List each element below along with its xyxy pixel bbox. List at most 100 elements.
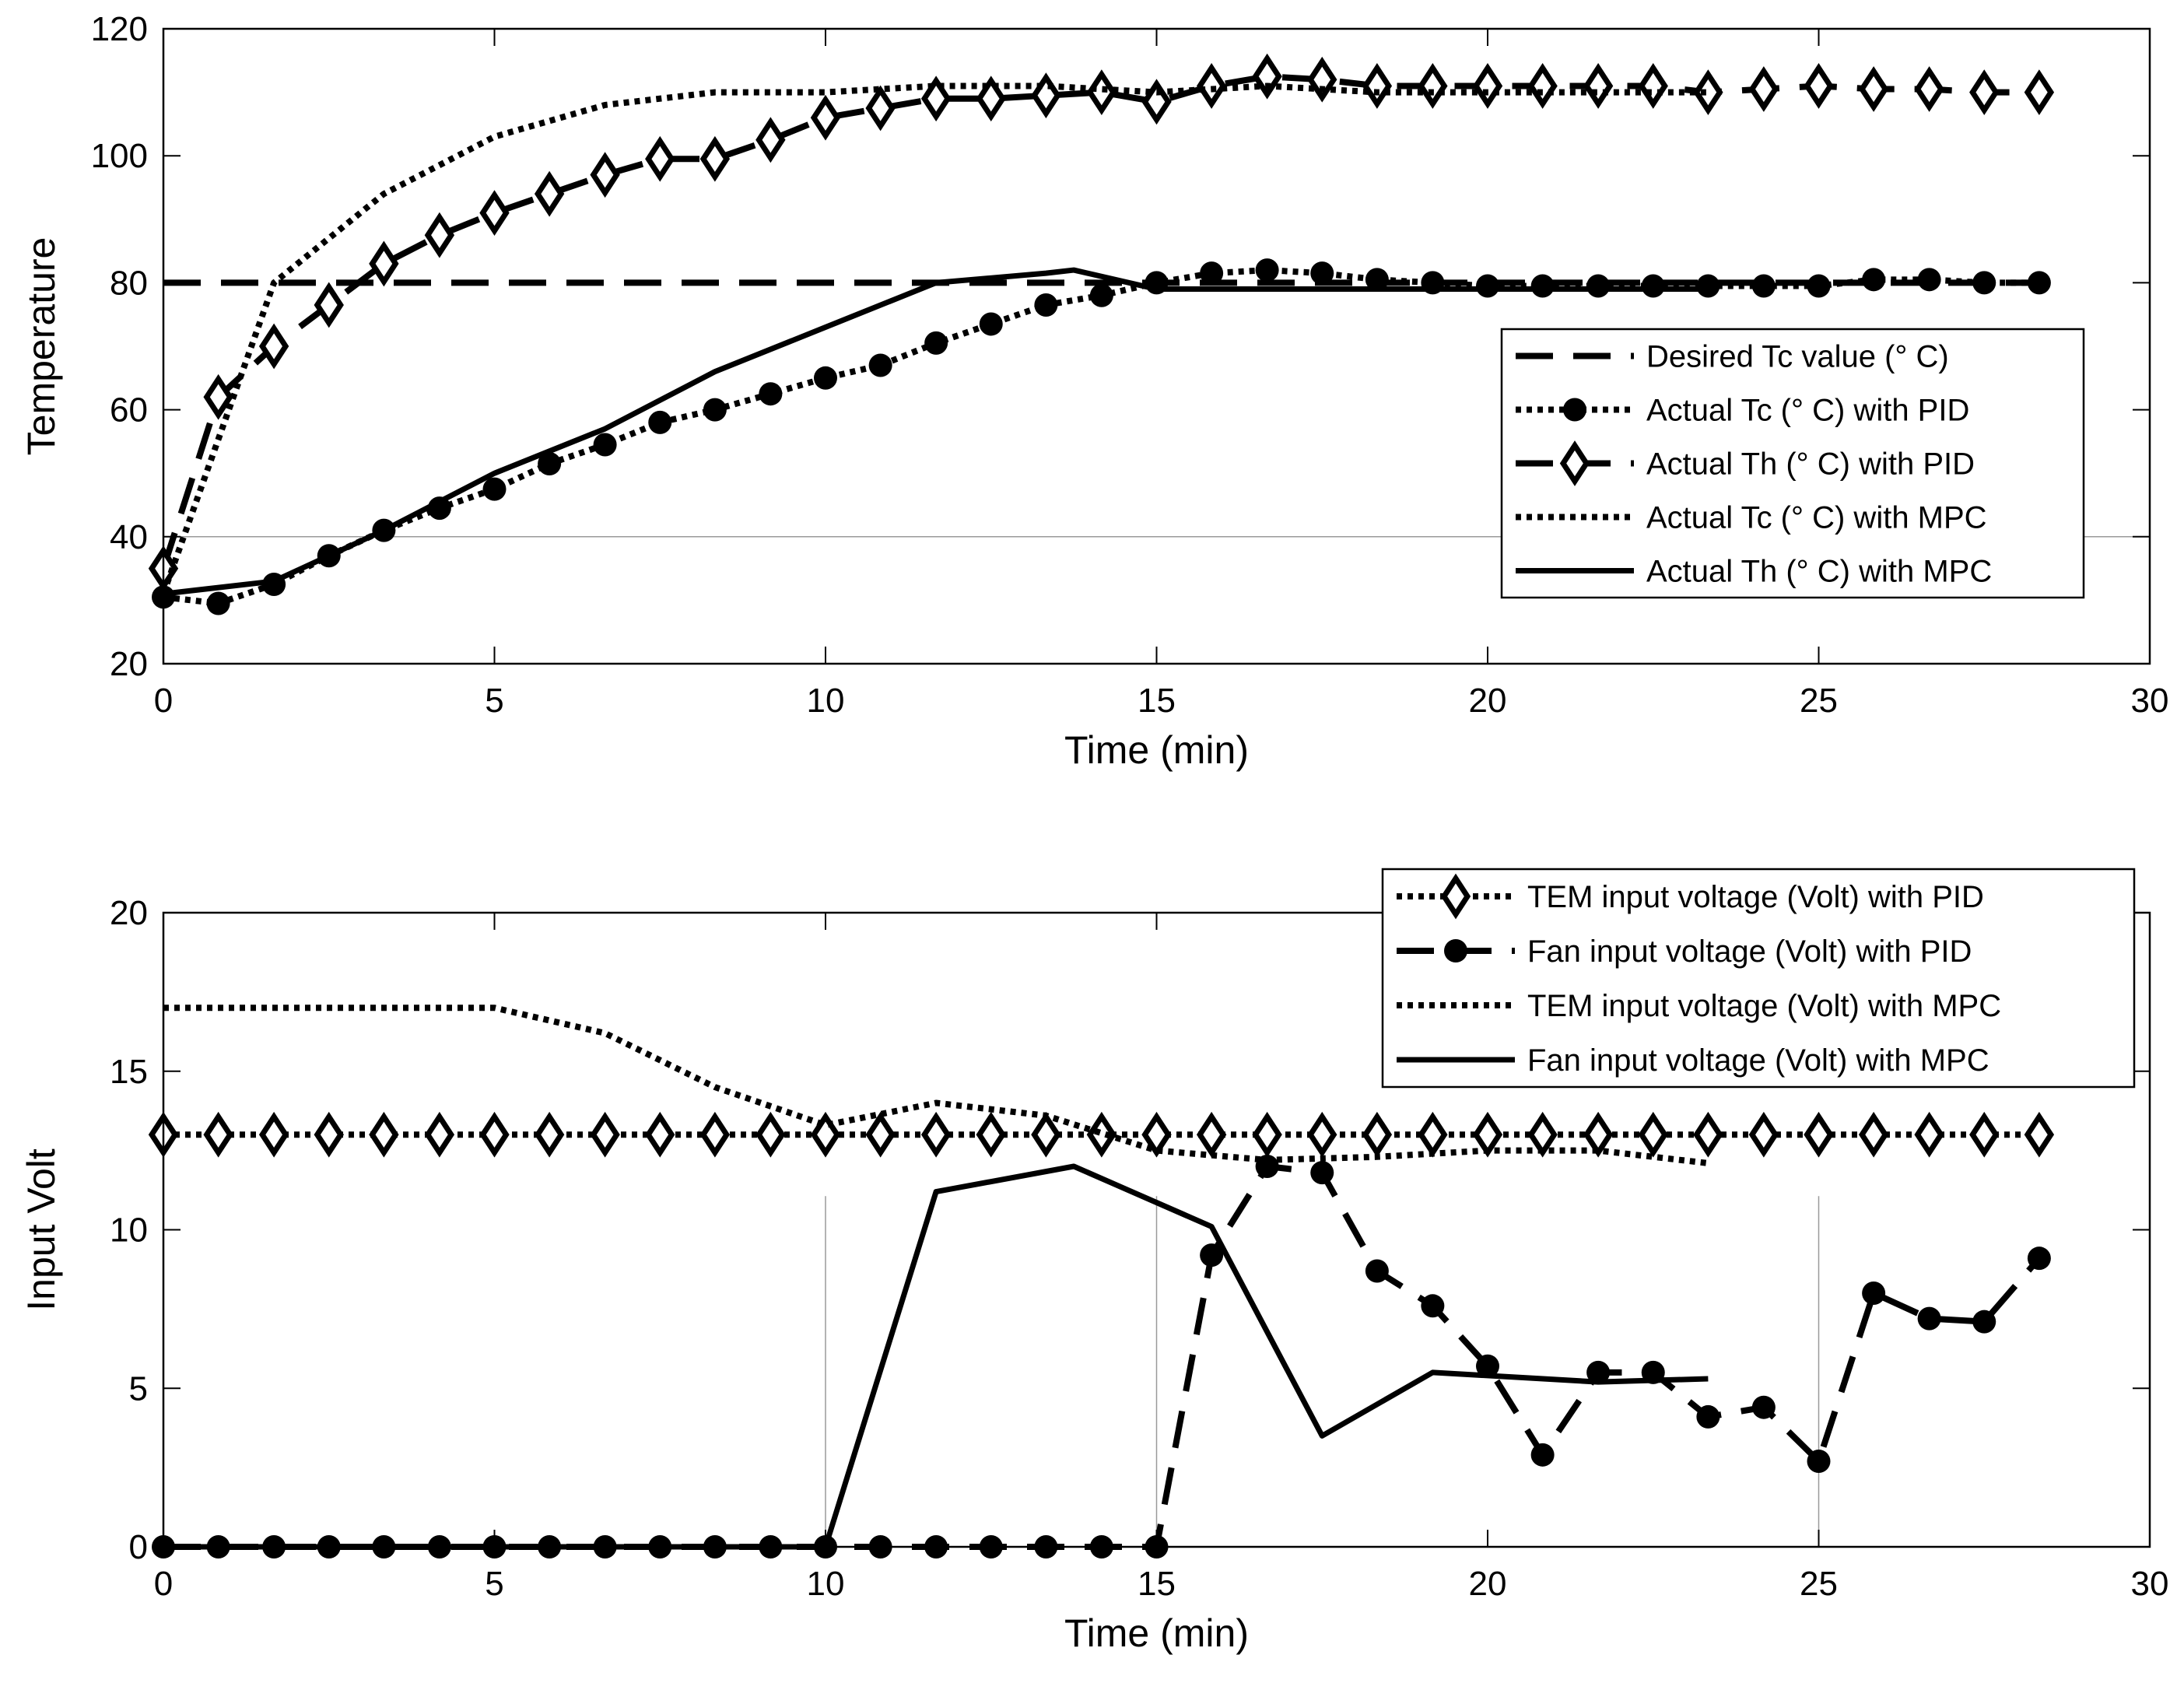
temperature-ytick-label: 20 [110, 645, 148, 683]
temperature-data-point [1969, 69, 2000, 116]
temperature-xtick-label: 25 [1800, 682, 1838, 720]
temperature-xlabel: Time (min) [1064, 728, 1249, 772]
temperature-series-3 [160, 82, 1709, 595]
voltage-data-point [2027, 1246, 2051, 1271]
temperature-data-point [868, 353, 892, 377]
voltage-data-point [755, 1111, 786, 1158]
voltage-data-point [1196, 1111, 1227, 1158]
voltage-data-point [1200, 1243, 1224, 1268]
voltage-data-point [2024, 1111, 2055, 1158]
voltage-data-point [976, 1111, 1006, 1158]
voltage-xtick-label: 10 [807, 1565, 845, 1603]
voltage-xtick-label: 30 [2131, 1565, 2169, 1603]
temperature-ytick-label: 100 [91, 137, 148, 175]
temperature-data-point [979, 312, 1003, 336]
temperature-data-point [590, 152, 620, 198]
temperature-data-point [1972, 271, 1996, 295]
temperature-data-point [1472, 63, 1503, 109]
temperature-xtick-label: 5 [485, 682, 503, 720]
temperature-legend-label: Actual Th (° C) with MPC [1646, 555, 1992, 589]
voltage-legend: TEM input voltage (Volt) with PID Fan inp… [1381, 868, 2136, 1089]
temperature-data-point [1693, 69, 1723, 116]
temperature-xtick-label: 0 [154, 682, 173, 720]
voltage-data-point [1917, 1306, 1941, 1331]
temperature-data-point [1255, 258, 1279, 282]
voltage-data-point [1255, 1155, 1279, 1178]
temperature-data-point [1530, 274, 1555, 298]
temperature-legend-label: Desired Tc value (° C) [1646, 340, 1949, 374]
voltage-data-point [1972, 1310, 1996, 1334]
temperature-series-line [163, 267, 1709, 597]
temperature-data-point [203, 373, 233, 420]
voltage-data-point [1365, 1259, 1389, 1283]
voltage-data-point [1252, 1111, 1282, 1158]
temperature-legend-label: Actual Tc (° C) with MPC [1646, 501, 1987, 535]
temperature-data-point [1200, 261, 1224, 286]
voltage-xlabel: Time (min) [1064, 1611, 1249, 1655]
temperature-data-point [1196, 63, 1227, 109]
temperature-xtick-label: 30 [2131, 682, 2169, 720]
temperature-data-point [865, 85, 896, 131]
voltage-series-line [163, 1005, 1709, 1166]
temperature-data-point [424, 212, 455, 258]
voltage-xtick-label: 0 [154, 1565, 173, 1603]
temperature-legend-marker [1559, 440, 1590, 486]
temperature-ytick-label: 60 [110, 391, 148, 430]
voltage-data-point [1638, 1111, 1668, 1158]
temperature-data-point [1365, 268, 1389, 292]
temperature-data-point [759, 382, 783, 406]
temperature-data-point [593, 433, 617, 457]
voltage-ytick-label: 5 [129, 1369, 148, 1408]
voltage-xtick-label: 25 [1800, 1565, 1838, 1603]
temperature-series-line [160, 82, 1709, 595]
voltage-data-point [1696, 1404, 1720, 1429]
voltage-data-point [1914, 1111, 1944, 1158]
voltage-ytick-label: 20 [110, 894, 148, 932]
temperature-series-line [160, 73, 2039, 570]
temperature-data-point [648, 410, 672, 434]
voltage-data-point [314, 1111, 344, 1158]
voltage-axes-frame [162, 911, 2151, 1548]
voltage-legend-label: Fan input voltage (Volt) with MPC [1527, 1043, 1989, 1078]
temperature-data-point [1641, 274, 1665, 298]
temperature-data-point [699, 135, 731, 182]
voltage-legend-label: TEM input voltage (Volt) with MPC [1527, 989, 2001, 1023]
voltage-data-point [258, 1111, 289, 1158]
voltage-data-point [1969, 1111, 2000, 1158]
temperature-data-point [814, 366, 837, 390]
temperature-legend: Desired Tc value (° C) Actual Tc (° C) wi… [1500, 328, 2085, 599]
temperature-data-point [1362, 63, 1393, 109]
voltage-xtick-label: 15 [1138, 1565, 1176, 1603]
voltage-data-point [1530, 1443, 1555, 1467]
temperature-data-point [1476, 274, 1499, 298]
temperature-data-point [1914, 66, 1944, 112]
voltage-data-point [1858, 1111, 1889, 1158]
temperature-data-point [1807, 274, 1831, 298]
temperature-ytick-label: 120 [91, 10, 148, 48]
temperature-data-point [1586, 274, 1611, 298]
voltage-data-point [1031, 1111, 1061, 1158]
temperature-data-point [920, 75, 952, 122]
temperature-data-point [1089, 283, 1113, 307]
voltage-data-point [865, 1111, 896, 1158]
voltage-data-point [1586, 1360, 1611, 1384]
temperature-data-point [1917, 268, 1941, 292]
voltage-data-point [1862, 1282, 1886, 1305]
voltage-legend-box [1381, 868, 2136, 1089]
temperature-data-point [1858, 66, 1889, 112]
voltage-data-point [1362, 1111, 1393, 1158]
temperature-data-point [924, 331, 948, 355]
temperature-data-point [1696, 274, 1720, 298]
voltage-legend-marker [1444, 939, 1467, 962]
voltage-data-point [1693, 1111, 1723, 1158]
voltage-data-point [1807, 1449, 1831, 1473]
temperature-data-point [2027, 271, 2051, 295]
temperature-data-point [2024, 69, 2055, 116]
voltage-data-point [424, 1111, 455, 1158]
voltage-legend-label: Fan input voltage (Volt) with PID [1527, 934, 1972, 969]
voltage-xtick-label: 20 [1469, 1565, 1507, 1603]
voltage-data-point [1583, 1111, 1614, 1158]
temperature-data-point [534, 170, 565, 217]
temperature-xtick-label: 15 [1138, 682, 1176, 720]
